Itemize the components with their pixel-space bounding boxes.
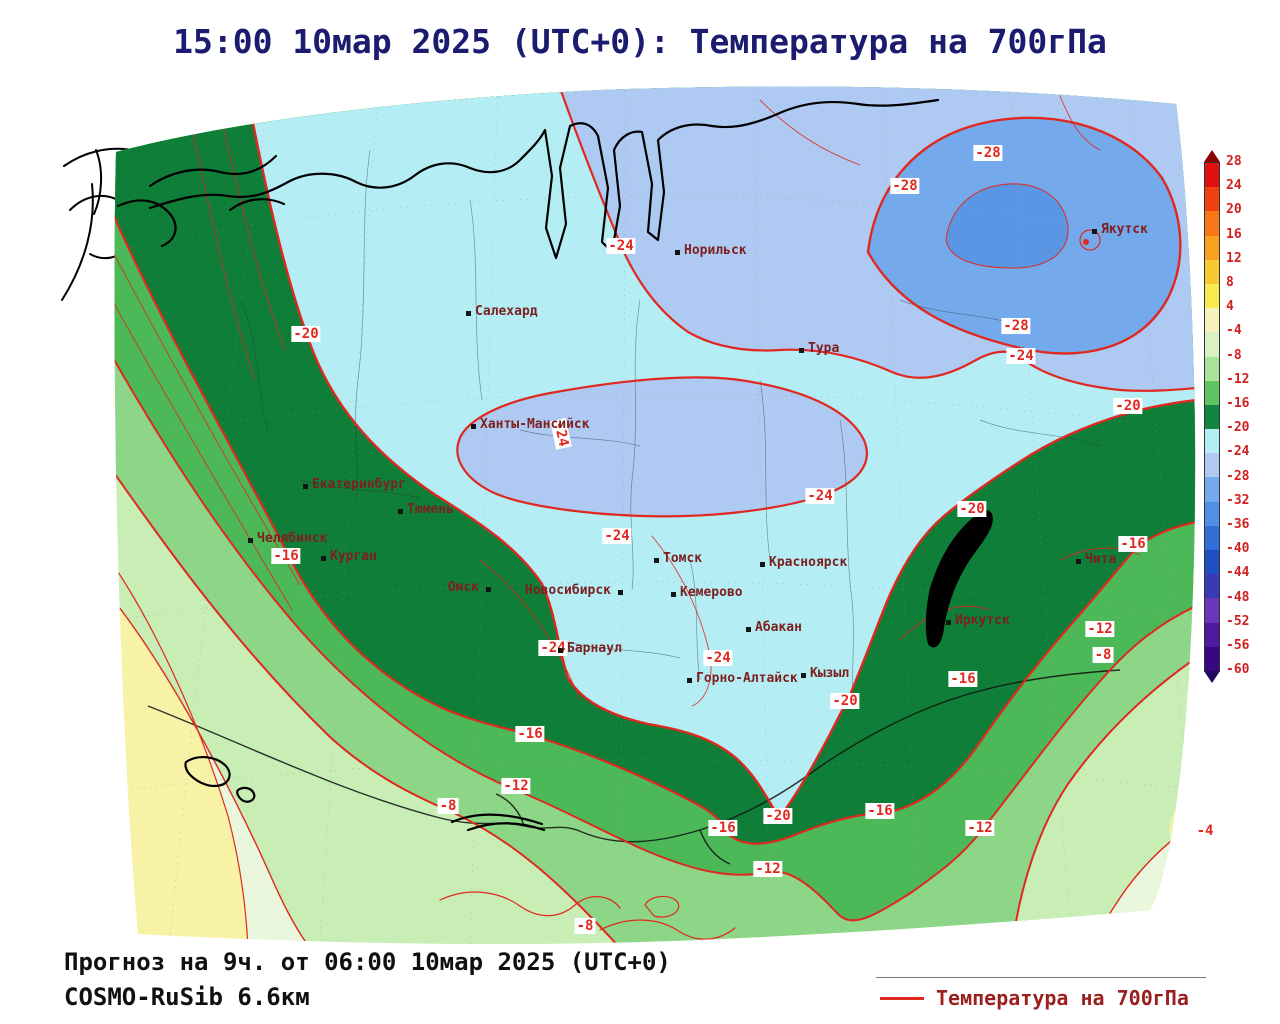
colorbar-cell	[1205, 211, 1219, 236]
colorbar-cells	[1204, 162, 1220, 672]
colorbar-cell	[1205, 574, 1219, 599]
colorbar-cell	[1205, 356, 1219, 381]
lake-baikal	[925, 510, 993, 648]
country-border-layer	[147, 669, 1121, 865]
colorbar-cell	[1205, 550, 1219, 575]
colorbar-cell	[1205, 259, 1219, 284]
legend-label: Температура на 700гПа	[936, 986, 1189, 1010]
colorbar-cell	[1205, 404, 1219, 430]
legend-divider	[876, 977, 1206, 978]
colorbar-cell	[1205, 453, 1219, 478]
colorbar-cell	[1205, 308, 1219, 333]
legend: Температура на 700гПа	[880, 986, 1189, 1010]
colorbar-cell	[1205, 380, 1219, 405]
colorbar-cell	[1205, 187, 1219, 212]
colorbar-cell	[1205, 525, 1219, 550]
legend-line-sample	[880, 996, 924, 1000]
colorbar-cell	[1205, 646, 1219, 671]
colorbar-cell	[1205, 598, 1219, 623]
colorbar-cap-bottom	[1204, 671, 1220, 683]
admin-border-layer	[239, 149, 1101, 701]
colorbar-cell	[1205, 622, 1219, 647]
colorbar-cell	[1205, 283, 1219, 309]
colorbar-cell	[1205, 332, 1219, 357]
colorbar-cell	[1205, 163, 1219, 188]
page-title: 15:00 10мар 2025 (UTC+0): Температура на…	[173, 22, 1107, 61]
colorbar-cap-top	[1204, 150, 1220, 162]
colorbar-cell	[1205, 477, 1219, 502]
coastline-layer	[116, 98, 940, 832]
colorbar-cell	[1205, 429, 1219, 454]
model-info-text: COSMO-RuSib 6.6км	[64, 983, 310, 1011]
forecast-info-text: Прогноз на 9ч. от 06:00 10мар 2025 (UTC+…	[64, 948, 671, 976]
colorbar-cell	[1205, 501, 1219, 526]
colorbar-cell	[1205, 235, 1219, 260]
